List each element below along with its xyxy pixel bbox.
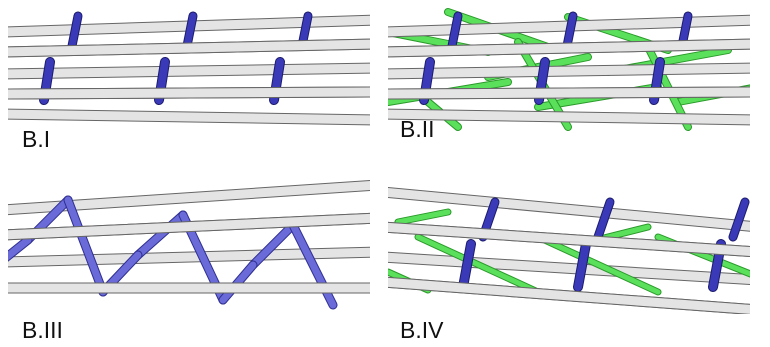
panel-b-ii xyxy=(383,12,758,127)
chord xyxy=(383,68,758,74)
chord xyxy=(3,44,378,52)
diagonal xyxy=(138,215,183,255)
diagonal xyxy=(68,200,103,292)
chord xyxy=(383,282,758,310)
chord xyxy=(383,257,758,280)
vertical xyxy=(463,244,471,287)
chord xyxy=(3,114,378,120)
chord xyxy=(383,192,758,227)
panel-label: B.I xyxy=(22,126,50,152)
chord xyxy=(383,92,758,94)
panel-label: B.III xyxy=(22,317,63,343)
panel-label: B.II xyxy=(400,116,435,142)
vertical xyxy=(578,244,586,287)
chord xyxy=(3,68,378,74)
panel-b-i xyxy=(3,16,378,120)
panel-b-iv xyxy=(383,192,758,310)
figure: B.I B.II B.III B.IV xyxy=(0,0,770,347)
chord xyxy=(3,92,378,94)
panel-b-iii xyxy=(3,185,378,305)
panel-label: B.IV xyxy=(400,317,444,343)
chord xyxy=(383,114,758,120)
chord xyxy=(3,252,378,262)
